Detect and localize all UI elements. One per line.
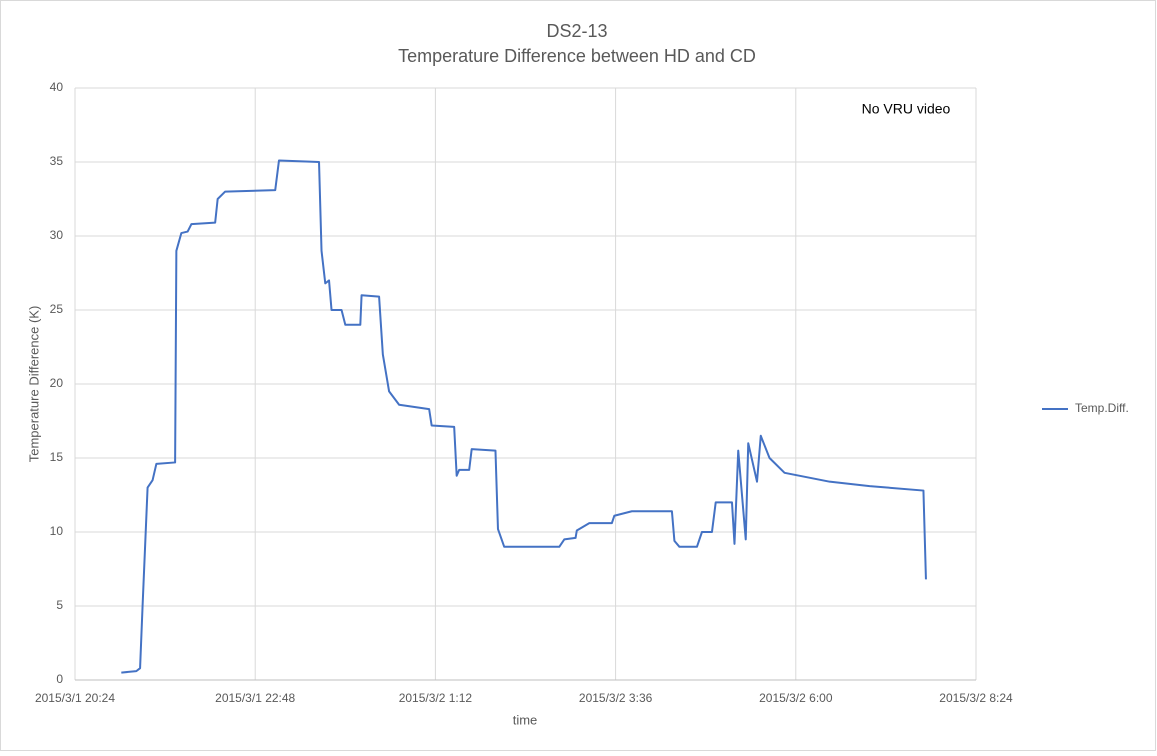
y-tick-label: 5 bbox=[56, 598, 63, 612]
x-tick-label: 2015/3/2 3:36 bbox=[579, 691, 653, 705]
y-tick-label: 35 bbox=[50, 154, 64, 168]
x-tick-label: 2015/3/1 22:48 bbox=[215, 691, 295, 705]
x-axis-label: time bbox=[513, 712, 538, 727]
data-line bbox=[121, 159, 927, 674]
y-tick-label: 10 bbox=[50, 524, 64, 538]
legend-label: Temp.Diff. bbox=[1075, 401, 1129, 415]
y-axis-label: Temperature Difference (K) bbox=[26, 306, 41, 463]
chart-title: DS2-13 bbox=[546, 21, 607, 41]
y-tick-label: 15 bbox=[50, 450, 64, 464]
x-tick-label: 2015/3/1 20:24 bbox=[35, 691, 115, 705]
y-tick-label: 0 bbox=[56, 672, 63, 686]
x-tick-label: 2015/3/2 6:00 bbox=[759, 691, 833, 705]
annotation: No VRU video bbox=[862, 101, 951, 117]
y-tick-label: 20 bbox=[50, 376, 64, 390]
x-tick-label: 2015/3/2 1:12 bbox=[399, 691, 473, 705]
chart-subtitle: Temperature Difference between HD and CD bbox=[398, 46, 756, 66]
y-tick-label: 30 bbox=[50, 228, 64, 242]
y-tick-label: 25 bbox=[50, 302, 64, 316]
y-tick-label: 40 bbox=[50, 80, 64, 94]
x-tick-label: 2015/3/2 8:24 bbox=[939, 691, 1013, 705]
